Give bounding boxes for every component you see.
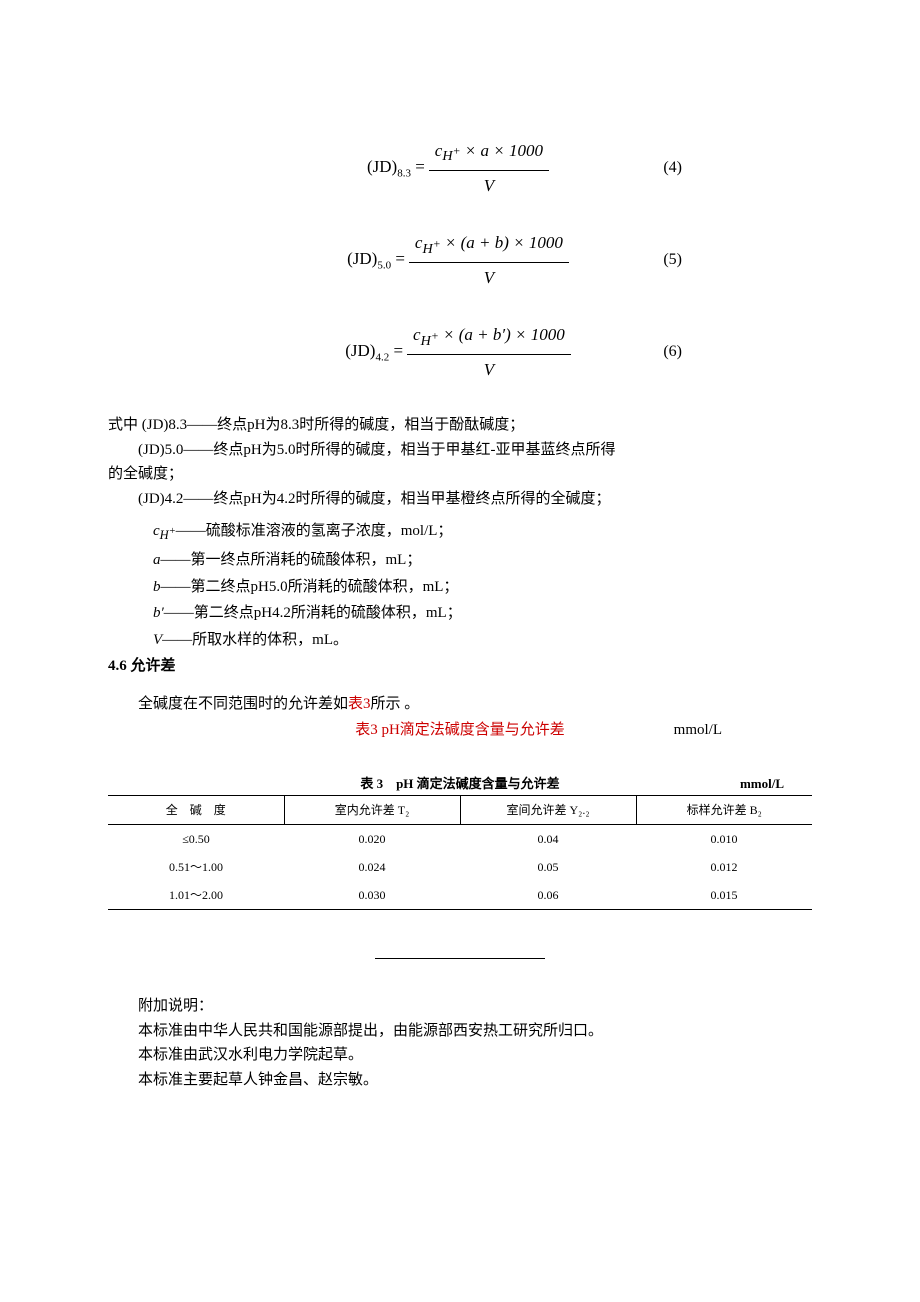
table-cell: 0.010 [636, 825, 812, 854]
appendix-head: 附加说明： [108, 995, 812, 1018]
table-cell: 0.04 [460, 825, 636, 854]
table-caption-red: 表3 pH滴定法碱度含量与允许差 [355, 722, 565, 738]
table-col-header: 标样允许差 B₂ [636, 796, 812, 825]
table-cell: 0.020 [284, 825, 460, 854]
var-def: cH+——硫酸标准溶液的氢离子浓度，mol/L； [108, 520, 812, 545]
tolerance-table: 全 碱 度室内允许差 T₂室间允许差 Y₂.₂标样允许差 B₂ ≤0.500.0… [108, 795, 812, 910]
table-cell: ≤0.50 [108, 825, 284, 854]
where-intro: 式中 (JD)8.3——终点pH为8.3时所得的碱度，相当于酚酞碱度； [108, 414, 812, 437]
table-caption-inner-row: 表 3 pH 滴定法碱度含量与允许差 mmol/L [108, 774, 812, 794]
formula-row: (JD)8.3 = cH+ × a × 1000V (4) [108, 138, 812, 198]
page: (JD)8.3 = cH+ × a × 1000V (4) (JD)5.0 = cH… [0, 0, 920, 1153]
equation-number: (6) [663, 340, 682, 364]
table-caption-inner-unit: mmol/L [740, 774, 784, 794]
appendix-line: 本标准由中华人民共和国能源部提出，由能源部西安热工研究所归口。 [108, 1020, 812, 1043]
table-col-header: 室内允许差 T₂ [284, 796, 460, 825]
var-def: V——所取水样的体积，mL。 [108, 629, 812, 652]
table-row: ≤0.500.0200.040.010 [108, 825, 812, 854]
var-defs: cH+——硫酸标准溶液的氢离子浓度，mol/L； a——第一终点所消耗的硫酸体积，… [108, 520, 812, 651]
appendix-line: 本标准主要起草人钟金昌、赵宗敏。 [108, 1069, 812, 1092]
formula: (JD)4.2 = cH+ × (a + b′) × 1000V [345, 322, 575, 382]
appendix-line: 本标准由武汉水利电力学院起草。 [108, 1044, 812, 1067]
table-col-header: 室间允许差 Y₂.₂ [460, 796, 636, 825]
table-cell: 0.06 [460, 881, 636, 910]
formula-row: (JD)5.0 = cH+ × (a + b) × 1000V (5) [108, 230, 812, 290]
table-cell: 0.015 [636, 881, 812, 910]
var-def: b′——第二终点pH4.2所消耗的硫酸体积，mL； [108, 602, 812, 625]
table-cell: 0.024 [284, 853, 460, 881]
table-col-header: 全 碱 度 [108, 796, 284, 825]
var-def: a——第一终点所消耗的硫酸体积，mL； [108, 549, 812, 572]
equation-number: (5) [663, 248, 682, 272]
section-4-6-head: 4.6 允许差 [108, 655, 812, 678]
appendix-lines: 本标准由中华人民共和国能源部提出，由能源部西安热工研究所归口。本标准由武汉水利电… [108, 1020, 812, 1092]
var-def: b——第二终点pH5.0所消耗的硫酸体积，mL； [108, 576, 812, 599]
formula-block: (JD)8.3 = cH+ × a × 1000V (4) (JD)5.0 = cH… [108, 138, 812, 382]
divider [375, 958, 545, 959]
table-ref: 表3 [348, 696, 371, 712]
section-4-6-body: 全碱度在不同范围时的允许差如表3所示 。 [108, 693, 812, 716]
sec46-text1: 全碱度在不同范围时的允许差如 [138, 696, 348, 712]
table-cell: 0.05 [460, 853, 636, 881]
sec46-text2: 所示 。 [371, 696, 420, 712]
where-line-1: (JD)5.0——终点pH为5.0时所得的碱度，相当于甲基红-亚甲基蓝终点所得 [108, 439, 812, 462]
formula: (JD)5.0 = cH+ × (a + b) × 1000V [347, 230, 573, 290]
table-caption-inner: 表 3 pH 滴定法碱度含量与允许差 [360, 774, 559, 794]
table-row: 1.01～2.000.0300.060.015 [108, 881, 812, 910]
table-cell: 0.012 [636, 853, 812, 881]
table-row: 0.51～1.000.0240.050.012 [108, 853, 812, 881]
table-cell: 0.030 [284, 881, 460, 910]
table-caption-red-row: 表3 pH滴定法碱度含量与允许差 mmol/L [108, 719, 812, 742]
table-caption-unit-red: mmol/L [674, 719, 722, 742]
formula-row: (JD)4.2 = cH+ × (a + b′) × 1000V (6) [108, 322, 812, 382]
table-cell: 0.51～1.00 [108, 853, 284, 881]
formula: (JD)8.3 = cH+ × a × 1000V [367, 138, 553, 198]
equation-number: (4) [663, 156, 682, 180]
where-line-3: (JD)4.2——终点pH为4.2时所得的碱度，相当甲基橙终点所得的全碱度； [108, 488, 812, 511]
where-line-2: 的全碱度； [108, 463, 812, 486]
table-cell: 1.01～2.00 [108, 881, 284, 910]
